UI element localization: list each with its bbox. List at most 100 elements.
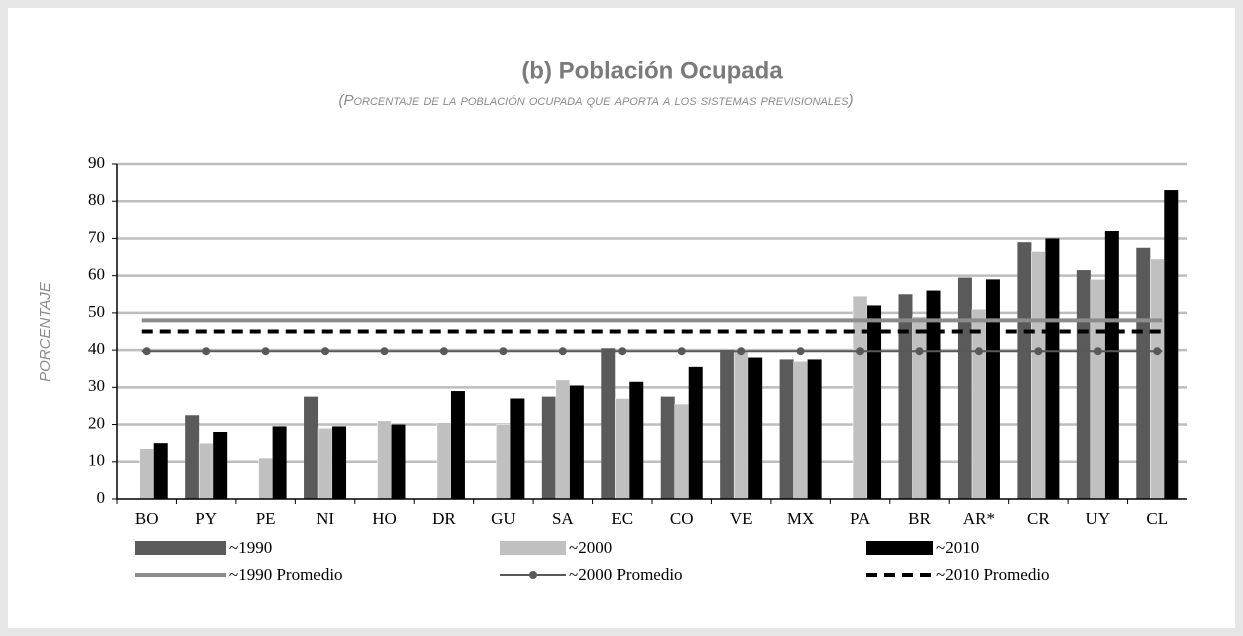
reference-marker [439, 347, 448, 356]
bar [541, 396, 556, 499]
x-tick-label: PA [850, 509, 871, 528]
bar [912, 316, 927, 500]
bar [720, 350, 735, 499]
x-tick-label: BR [908, 509, 931, 528]
bar [957, 277, 972, 499]
x-tick-label: VE [730, 509, 753, 528]
bar [971, 308, 987, 500]
legend-marker [529, 571, 537, 579]
y-axis-label: PORCENTAJE [37, 281, 54, 382]
x-tick-label: AR* [963, 509, 995, 528]
y-tick-label: 20 [88, 413, 105, 432]
reference-marker [677, 347, 686, 356]
x-tick-label: CR [1027, 509, 1050, 528]
x-tick-label: HO [372, 509, 397, 528]
bar [555, 379, 571, 500]
bar [674, 403, 689, 500]
bar [1104, 231, 1119, 499]
bar [748, 357, 763, 499]
bar [377, 420, 392, 500]
reference-marker [974, 347, 983, 356]
bar [450, 391, 465, 499]
bar [258, 457, 273, 500]
chart-title: (b) Población Ocupada [521, 57, 783, 84]
x-tick-label: GU [491, 509, 516, 528]
bar [1031, 251, 1046, 500]
y-tick-label: 80 [88, 190, 105, 209]
x-tick-label: CO [670, 509, 694, 528]
legend-label: ~1990 Promedio [229, 565, 343, 584]
y-tick-label: 70 [88, 227, 105, 246]
y-tick-label: 90 [88, 153, 105, 172]
y-tick-label: 10 [88, 451, 105, 470]
reference-marker [499, 347, 508, 356]
bar [317, 428, 333, 500]
bar [615, 398, 630, 500]
bar [779, 359, 794, 499]
bar [898, 294, 913, 499]
x-tick-label: DR [432, 509, 456, 528]
bar [185, 415, 200, 499]
bar [688, 366, 703, 499]
bar [1076, 270, 1091, 499]
reference-marker [558, 347, 567, 356]
x-tick-label: BO [135, 509, 159, 528]
x-tick-label: SA [552, 509, 574, 528]
legend-swatch [135, 541, 226, 555]
reference-marker [737, 347, 746, 356]
legend-label: ~2000 Promedio [569, 565, 683, 584]
reference-marker [618, 347, 627, 356]
bar [510, 398, 525, 499]
bar [867, 305, 882, 499]
bar [926, 290, 941, 499]
bar [793, 361, 808, 500]
x-tick-label: PY [195, 509, 217, 528]
bar [1017, 242, 1032, 499]
bar [660, 396, 675, 499]
chart-subtitle: (Porcentaje de la población ocupada que … [338, 92, 853, 109]
legend-label: ~2010 [936, 538, 979, 557]
bar [852, 295, 868, 500]
bar [304, 396, 319, 499]
x-tick-label: PE [256, 509, 276, 528]
bar [807, 359, 822, 499]
reference-marker [915, 347, 924, 356]
reference-marker [261, 347, 270, 356]
x-tick-label: NI [316, 509, 334, 528]
bar [1150, 258, 1165, 500]
bar [1045, 238, 1060, 499]
legend-swatch [866, 541, 933, 555]
bar [496, 424, 511, 500]
y-tick-label: 30 [88, 376, 105, 395]
bar [985, 279, 1000, 499]
legend-label: ~1990 [229, 538, 272, 557]
bar [1164, 190, 1179, 500]
y-tick-label: 0 [97, 488, 106, 507]
reference-marker [796, 347, 805, 356]
bar [1136, 247, 1151, 499]
bar [332, 426, 347, 499]
reference-marker [856, 347, 865, 356]
reference-marker [1093, 347, 1102, 356]
y-tick-label: 50 [88, 302, 105, 321]
legend-swatch [500, 541, 566, 555]
bar [198, 442, 214, 500]
reference-marker [1153, 347, 1162, 356]
bar [213, 432, 228, 499]
reference-marker [321, 347, 330, 356]
bar [1090, 279, 1106, 500]
bar [391, 424, 406, 499]
x-tick-label: CL [1146, 509, 1168, 528]
y-tick-label: 60 [88, 265, 105, 284]
x-tick-label: EC [611, 509, 633, 528]
bar [139, 448, 154, 500]
legend-label: ~2000 [569, 538, 612, 557]
bar [272, 426, 287, 499]
reference-marker [380, 347, 389, 356]
bar [601, 348, 616, 499]
bar [569, 385, 584, 499]
bar [153, 443, 168, 499]
y-tick-label: 40 [88, 339, 105, 358]
bar [629, 381, 644, 499]
